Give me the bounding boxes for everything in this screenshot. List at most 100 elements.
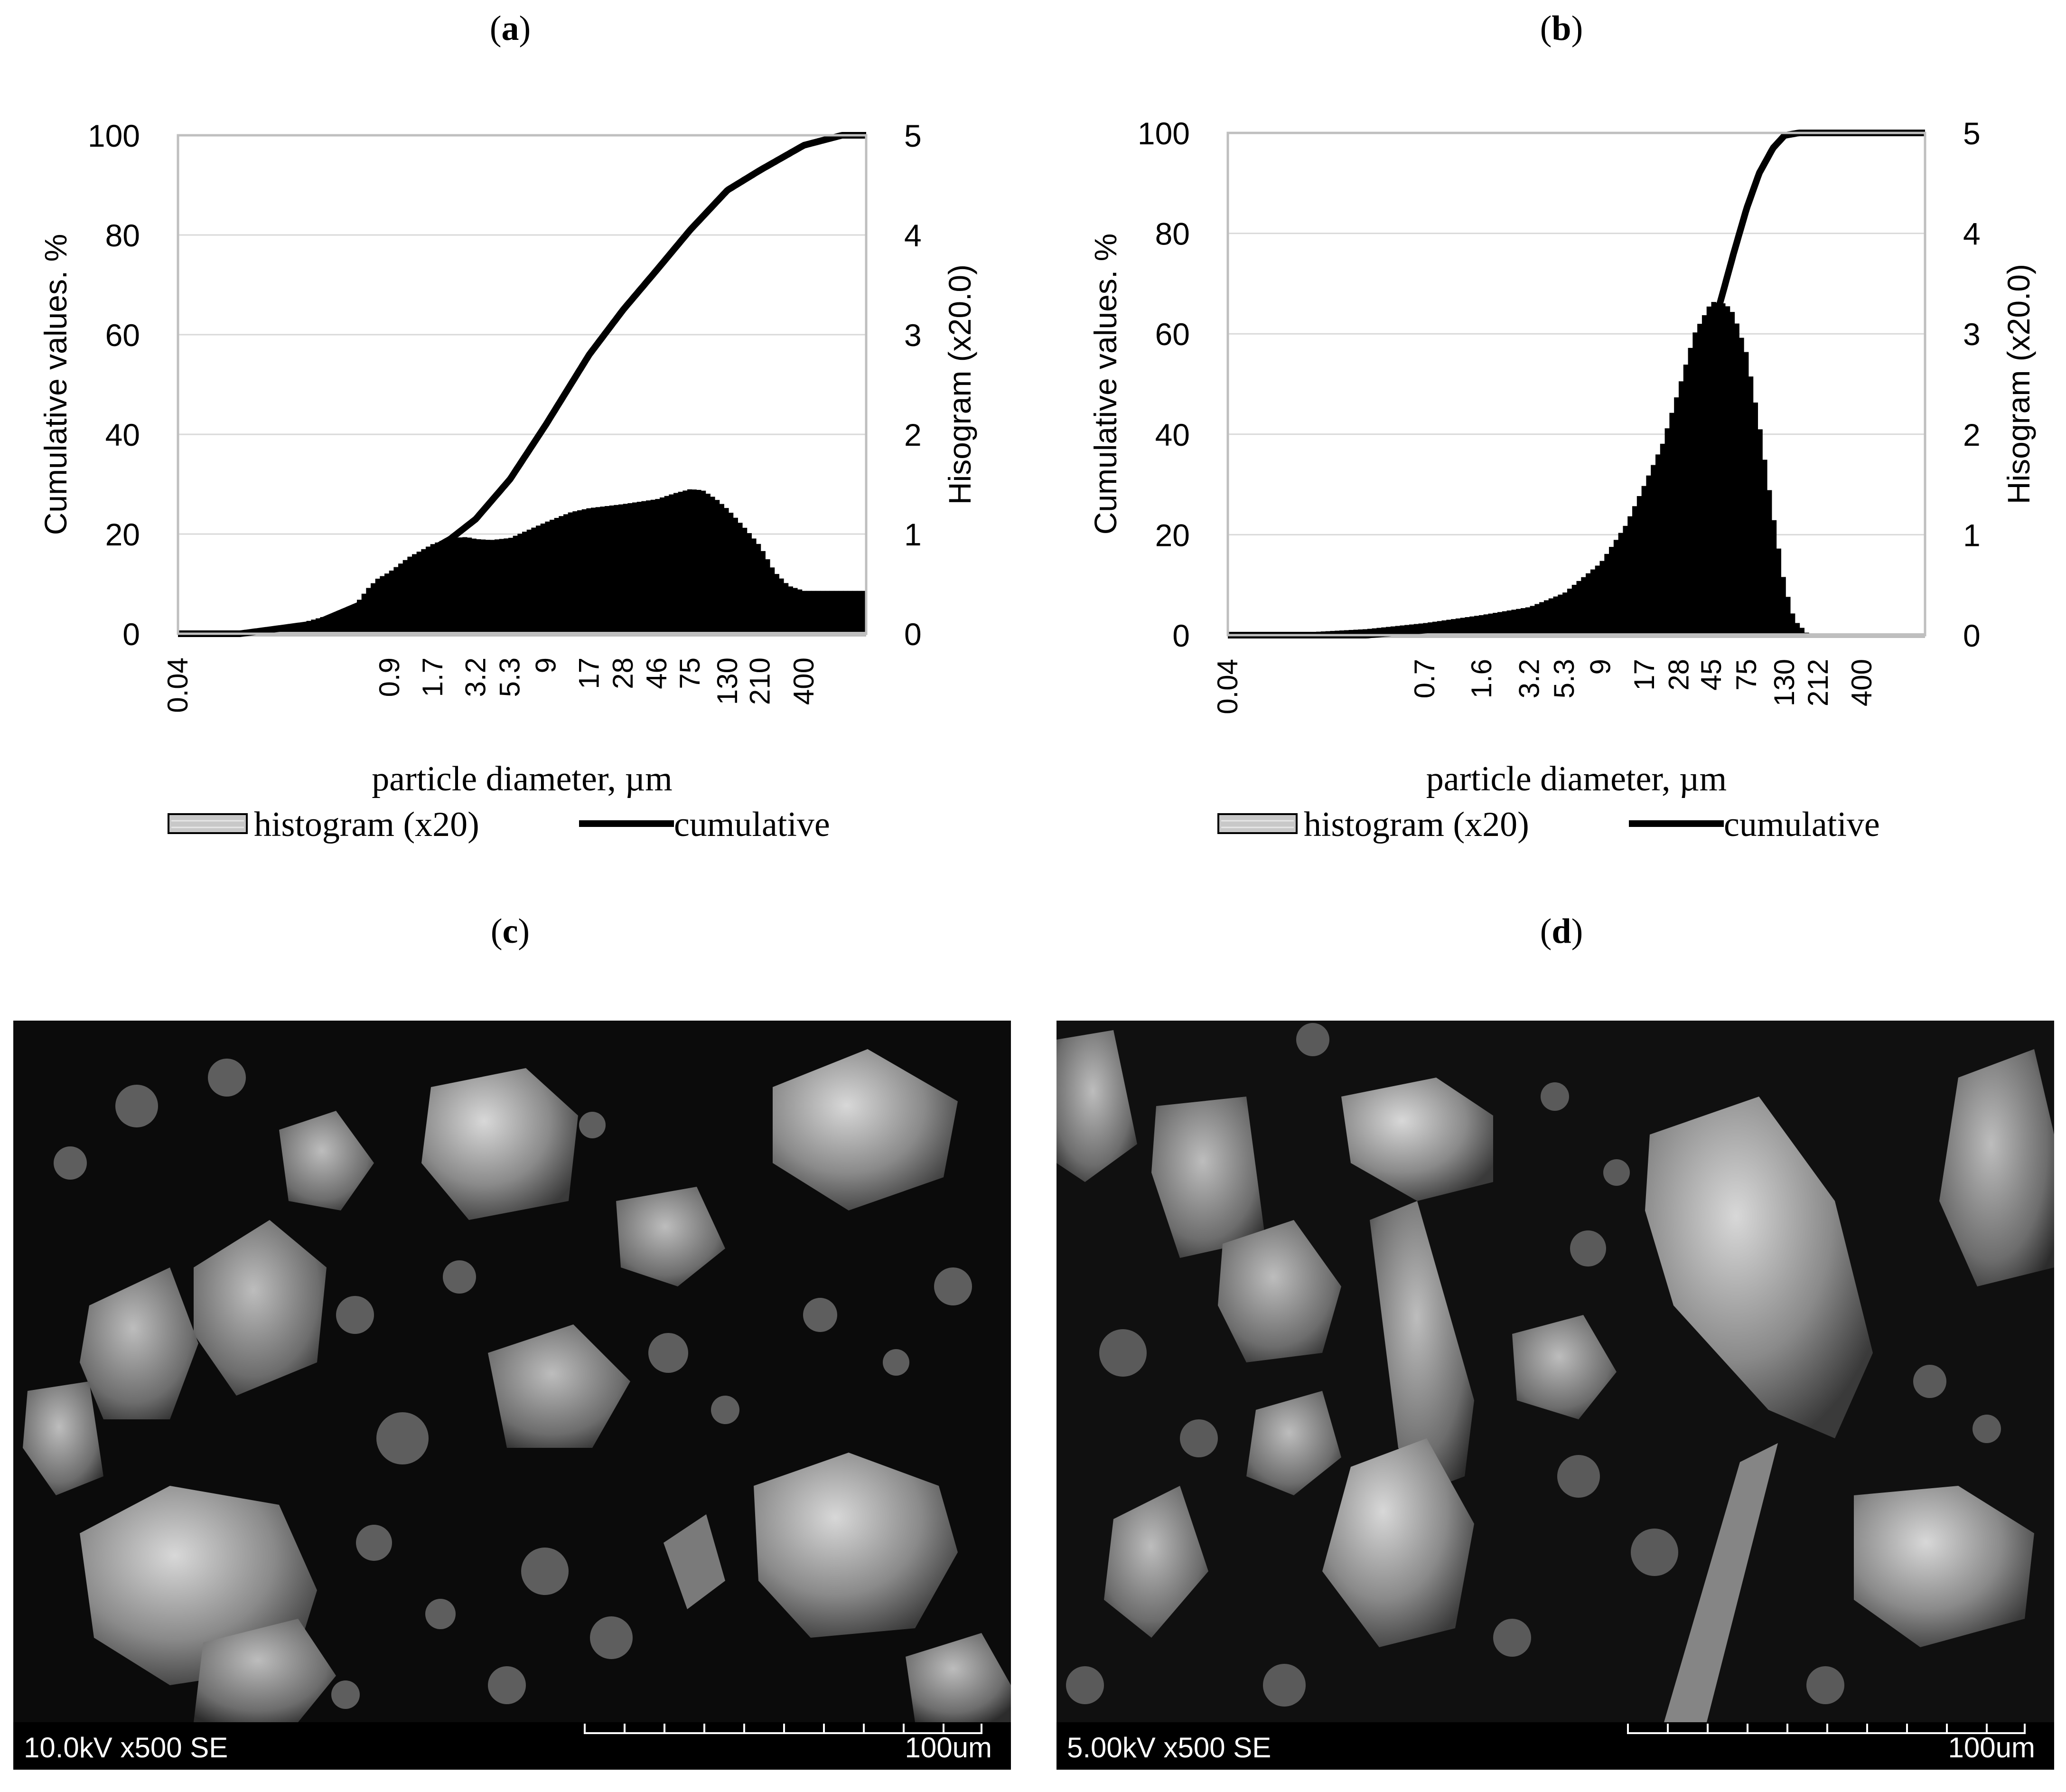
histogram-bar [751,538,757,634]
histogram-bar [669,494,674,634]
histogram-bar [802,591,807,634]
histogram-bar [1762,460,1767,635]
histogram-bar [756,544,761,634]
histogram-bar [1697,324,1702,635]
histogram-bar [1651,465,1656,635]
histogram-bar [320,617,325,634]
histogram-bar [664,496,669,634]
histogram-bar [636,502,642,634]
plot-frame [1226,131,1926,637]
histogram-bar [1734,323,1739,635]
histogram-bar [347,606,353,634]
histogram-bar [839,591,844,634]
histogram-bar [692,489,697,634]
x-tick-label: 0.7 [1409,659,1440,698]
histogram-bar [825,591,830,634]
histogram-bar [1790,613,1795,635]
histogram-bar [495,539,500,634]
x-tick-label: 17 [573,657,605,689]
panel-label-b: (b) [1540,9,1583,48]
histogram-bar [715,500,720,634]
histogram-bar [595,507,600,634]
histogram-bar [334,613,339,634]
histogram-bar [398,563,403,634]
sem-info-d: 5.00kV x500 SE [1067,1732,1271,1764]
histogram-bar [655,499,660,634]
x-tick-label: 212 [1802,659,1834,706]
histogram-bar [788,586,793,634]
histogram-bar [1739,338,1744,635]
x-tick: 9 [1585,659,1617,675]
histogram-bar [361,593,366,634]
histogram-bar [1646,475,1651,635]
histogram-bar [1758,429,1763,635]
histogram-bar [1771,520,1777,635]
x-tick: 28 [1663,659,1694,691]
histogram-bar [710,497,715,634]
x-tick-label: 75 [1730,659,1762,691]
y-axis-title: Cumulative values. % [38,234,73,535]
histogram-bar [1571,584,1577,635]
histogram-bar [467,537,472,634]
histogram-bar [1786,597,1791,635]
y-tick-label: 0 [1172,618,1190,653]
x-tick: 130 [711,657,743,705]
histogram-bar [1669,413,1674,635]
histogram-bar [540,523,545,634]
y2-tick-label: 1 [904,517,922,552]
histogram-bar [843,591,848,634]
histogram-bar [811,591,816,634]
x-tick: 75 [1730,659,1762,691]
histogram-bar [1548,598,1554,635]
histogram-bar [765,559,770,634]
x-tick: 9 [530,657,562,673]
histogram-bar [1613,540,1619,635]
histogram-bar [1688,347,1693,635]
histogram-bar [1539,602,1544,635]
x-tick-label: 400 [788,657,820,705]
histogram-bar [1799,628,1804,635]
x-tick: 130 [1768,659,1800,706]
histogram-bar [857,591,862,634]
sem-particles-c [13,1021,1011,1722]
y2-tick-label: 5 [1963,116,1981,151]
x-tick: 212 [1802,659,1834,706]
x-tick-label: 46 [641,657,673,689]
x-tick: 46 [641,657,673,689]
x-tick: 45 [1695,659,1727,691]
histogram-bar [1683,365,1689,635]
histogram-bar [1599,561,1605,635]
panel-label-c: (c) [490,912,530,951]
x-axis-title: particle diameter, µm [372,760,672,798]
histogram-bar [1543,600,1549,635]
x-tick-label: 130 [1768,659,1800,706]
x-tick-label: 0.04 [1212,659,1243,714]
histogram-bar [458,537,463,634]
histogram-bar [325,616,330,634]
legend-label-histogram: histogram (x20) [254,805,479,844]
y-axis-title-text: Cumulative values. % [1088,234,1123,535]
x-tick: 3.2 [1514,659,1545,698]
histogram-bar [660,497,665,634]
histogram-bar [402,560,408,634]
histogram-bar [696,489,701,634]
x-tick-label: 210 [744,657,776,705]
histogram-bar [1595,565,1600,635]
sem-info-bar-c: 10.0kV x500 SE 100um [13,1722,1011,1770]
histogram-bar [820,591,825,634]
x-tick-label: 3.2 [1514,659,1545,698]
histogram-bar [1534,604,1540,635]
histogram-bar [1753,402,1758,635]
histogram-bar [627,503,633,634]
histogram-bar [784,583,789,634]
x-tick-label: 9 [1585,659,1617,675]
histogram-bar [384,573,390,634]
histogram-bar [1748,376,1754,635]
histogram-bar [586,508,591,634]
histogram-bar [343,609,348,634]
histogram-bar [861,591,867,634]
histogram-bar [591,507,596,634]
histogram-bar [453,537,458,634]
cumulative-line [1226,130,1927,638]
